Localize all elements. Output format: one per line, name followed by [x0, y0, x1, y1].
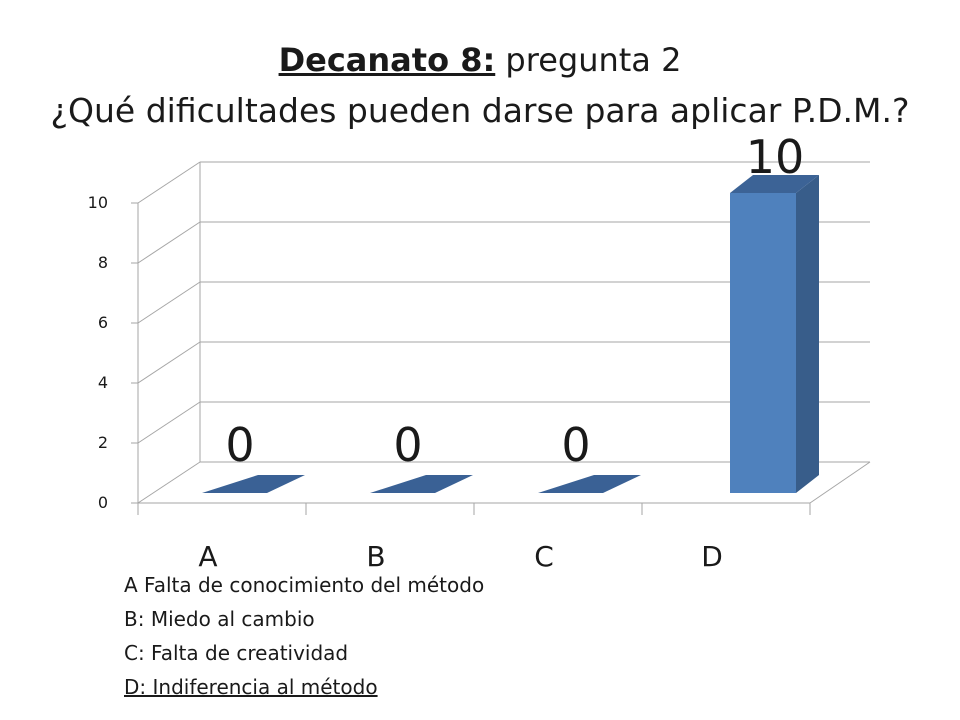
y-tick-label: 0 [98, 493, 108, 512]
y-tick-label: 4 [98, 373, 108, 392]
bar-D [730, 193, 796, 493]
title-bold: Decanato 8: [278, 41, 496, 79]
category-key: A Falta de conocimiento del método B: Mi… [124, 568, 484, 704]
data-label-B: 0 [393, 418, 422, 472]
bar-A [202, 475, 305, 493]
y-tick-label: 2 [98, 433, 108, 452]
gridline-side-10 [137, 161, 201, 204]
bar-C [538, 475, 641, 493]
key-item-b: B: Miedo al cambio [124, 607, 315, 631]
bar-side-D [796, 175, 819, 493]
y-tick-label: 6 [98, 313, 108, 332]
key-item-c: C: Falta de creatividad [124, 641, 349, 665]
x-tick-label-D: D [701, 540, 723, 573]
x-tick-label-A: A [198, 540, 217, 573]
gridline-side-8 [137, 221, 201, 264]
x-tick-label-C: C [534, 540, 554, 573]
y-tick-label: 8 [98, 253, 108, 272]
gridline-side-2 [137, 401, 201, 444]
floor-right-edge [809, 461, 871, 504]
key-item-a: A Falta de conocimiento del método [124, 573, 485, 597]
gridline-side-6 [137, 281, 201, 324]
gridline-side-0 [137, 461, 201, 504]
data-label-D: 10 [746, 130, 805, 184]
chart-title-line1: Decanato 8: pregunta 2 [0, 38, 960, 82]
data-label-C: 0 [561, 418, 590, 472]
chart-title-line2: ¿Qué dificultades pueden darse para apli… [50, 91, 910, 130]
x-tick-label-B: B [366, 540, 385, 573]
data-label-A: 0 [225, 418, 254, 472]
gridline-side-4 [137, 341, 201, 384]
title-rest: pregunta 2 [495, 41, 682, 79]
y-tick-label: 10 [88, 193, 108, 212]
key-item-d: D: Indiferencia al método [124, 675, 378, 699]
bar-B [370, 475, 473, 493]
bar-top-D [730, 175, 819, 193]
